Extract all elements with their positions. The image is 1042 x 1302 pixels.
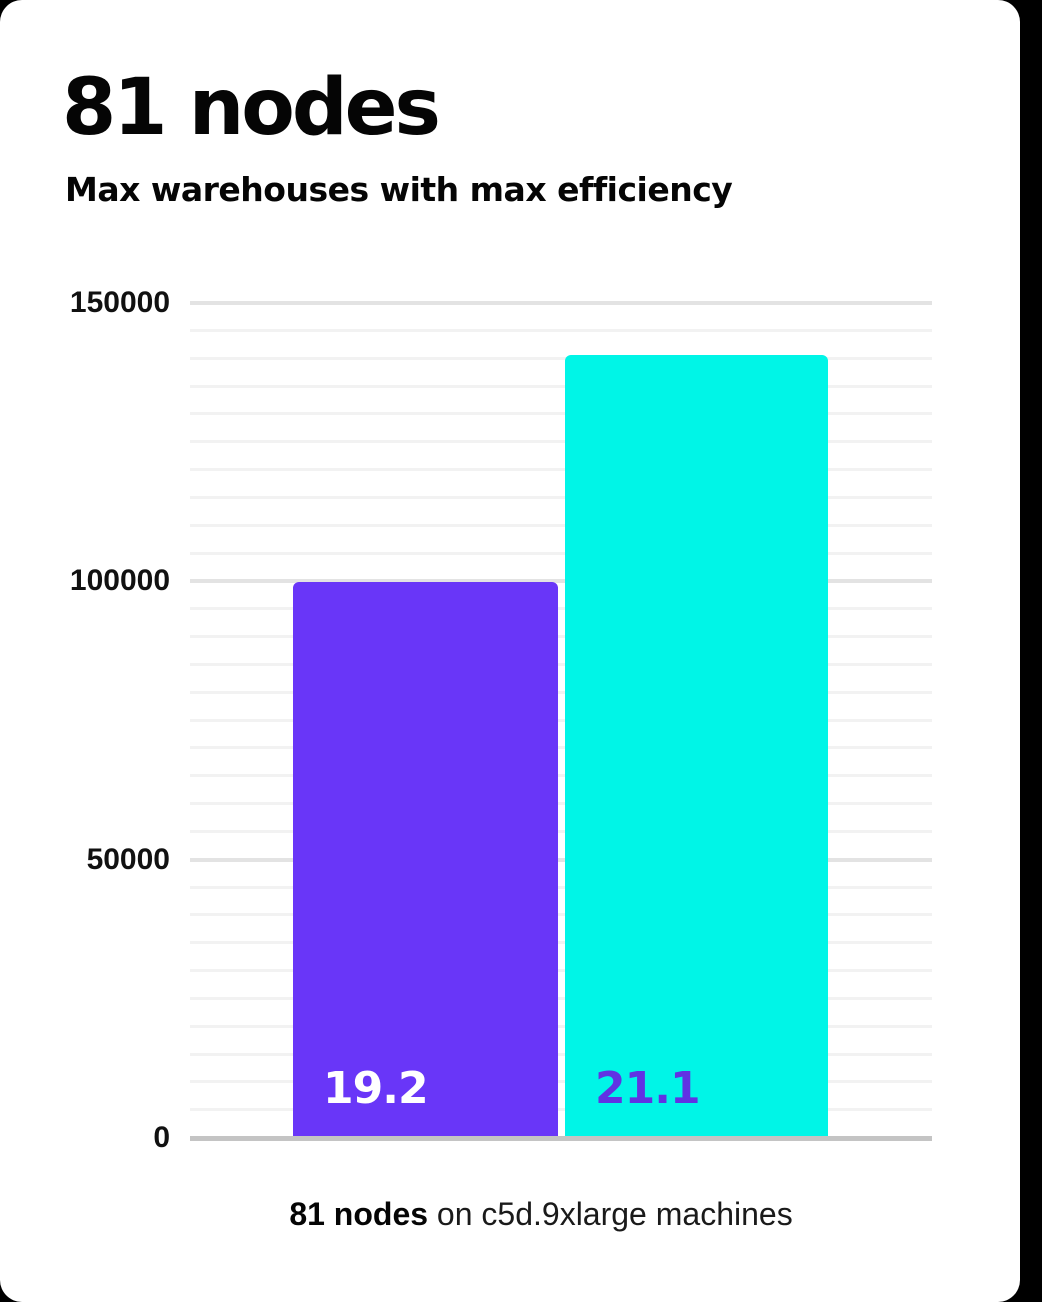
minor-gridline [190,719,932,722]
major-gridline [190,579,932,583]
bar-bar-1: 19.2 [293,582,558,1136]
minor-gridline [190,691,932,694]
minor-gridline [190,607,932,610]
plot-area: 19.2 21.1 [190,301,932,1141]
y-tick-label: 100000 [69,564,170,597]
major-gridline [190,301,932,305]
minor-gridline [190,913,932,916]
minor-gridline [190,524,932,527]
y-tick-label: 150000 [69,286,170,319]
minor-gridline [190,496,932,499]
chart-caption: 81 nodes on c5d.9xlarge machines [170,1196,912,1233]
x-axis-baseline [190,1136,932,1141]
minor-gridline [190,468,932,471]
minor-gridline [190,1025,932,1028]
major-gridline [190,858,932,862]
caption-bold-text: 81 nodes [289,1196,429,1232]
minor-gridline [190,635,932,638]
page-subtitle: Max warehouses with max efficiency [65,170,733,209]
y-axis: 0 50000 100000 150000 [0,0,170,1302]
minor-gridline [190,440,932,443]
caption-regular-text: on c5d.9xlarge machines [428,1196,793,1232]
minor-gridline [190,385,932,388]
minor-gridline [190,357,932,360]
minor-gridline [190,329,932,332]
minor-gridline [190,969,932,972]
page-title: 81 nodes [62,63,441,153]
minor-gridline [190,1053,932,1056]
minor-gridline [190,886,932,889]
minor-gridline [190,746,932,749]
bar-value-label: 21.1 [595,1063,701,1114]
y-tick-label: 50000 [86,843,170,876]
minor-gridline [190,830,932,833]
minor-gridline [190,941,932,944]
minor-gridline [190,997,932,1000]
minor-gridline [190,663,932,666]
chart-card: 81 nodes Max warehouses with max efficie… [0,0,1020,1302]
minor-gridline [190,552,932,555]
minor-gridline [190,802,932,805]
bar-bar-2: 21.1 [565,355,828,1136]
y-tick-label: 0 [153,1121,170,1154]
minor-gridline [190,774,932,777]
bar-value-label: 19.2 [323,1063,429,1114]
minor-gridline [190,1108,932,1111]
minor-gridline [190,1080,932,1083]
minor-gridline [190,412,932,415]
